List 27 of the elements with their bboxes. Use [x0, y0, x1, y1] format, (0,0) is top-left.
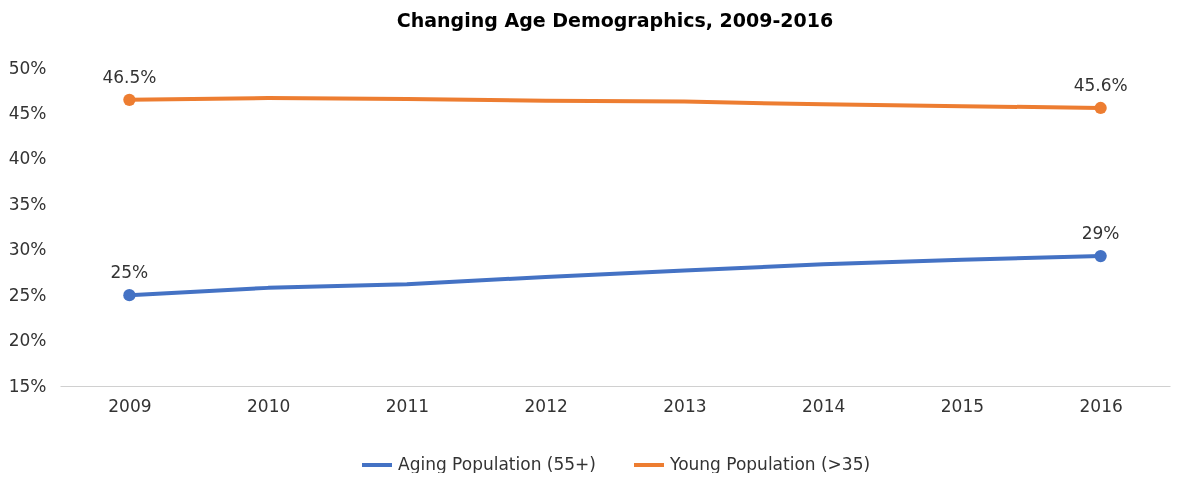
x-tick-label: 2015 — [940, 395, 985, 416]
y-tick-label: 30% — [8, 239, 47, 260]
y-tick-label: 20% — [8, 330, 47, 351]
y-tick-label: 25% — [8, 284, 47, 305]
y-tick-label: 45% — [8, 102, 47, 123]
x-tick-label: 2012 — [524, 395, 568, 416]
y-tick-label: 15% — [8, 375, 47, 396]
x-tick-label: 2013 — [663, 395, 707, 416]
x-tick-label: 2016 — [1079, 395, 1123, 416]
point — [1094, 249, 1107, 263]
x-tick-label: 2011 — [385, 395, 430, 416]
data-label: 45.6% — [1073, 74, 1128, 95]
point — [123, 289, 136, 302]
y-tick-label: 50% — [8, 57, 47, 78]
legend-label: Young Population (>35) — [669, 454, 871, 474]
data-label: 25% — [110, 262, 149, 283]
chart-title: Changing Age Demographics, 2009-2016 — [396, 9, 834, 31]
data-label: 29% — [1081, 223, 1120, 244]
y-tick-label: 40% — [8, 148, 47, 169]
x-tick-label: 2010 — [246, 395, 291, 416]
point — [123, 93, 136, 106]
legend-label: Aging Population (55+) — [398, 454, 596, 474]
data-label: 46.5% — [102, 66, 157, 87]
y-tick-label: 35% — [8, 193, 47, 214]
x-tick-label: 2009 — [108, 395, 152, 416]
x-tick-label: 2014 — [801, 395, 846, 416]
point — [1094, 101, 1107, 115]
